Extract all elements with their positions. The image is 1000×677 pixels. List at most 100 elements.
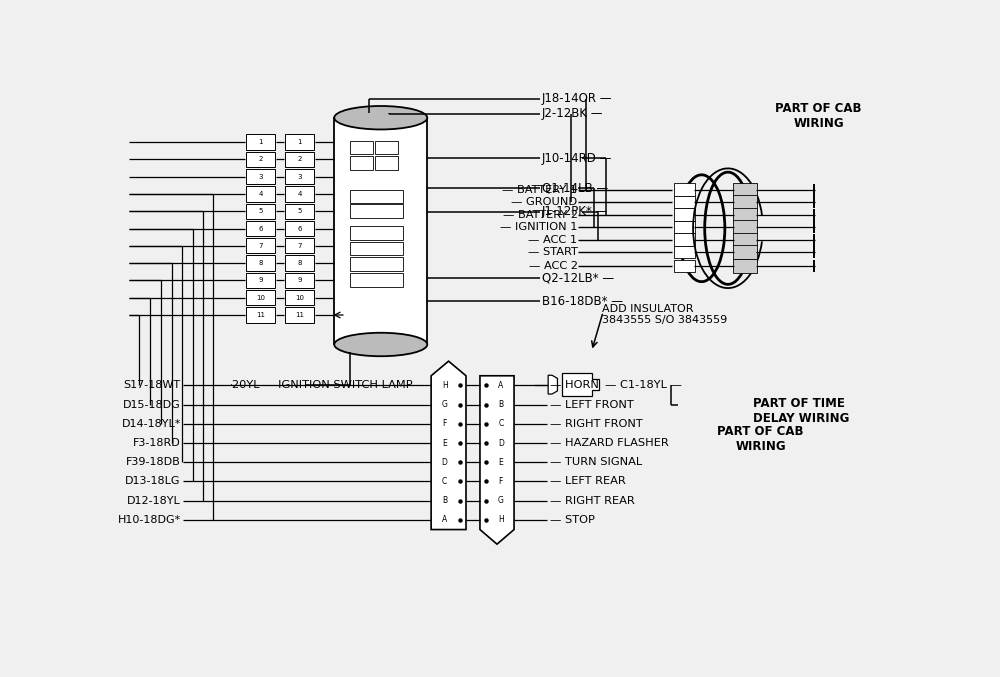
Text: — HAZARD FLASHER: — HAZARD FLASHER (550, 438, 668, 448)
Text: J10-14RD —: J10-14RD — (542, 152, 612, 165)
FancyBboxPatch shape (334, 118, 427, 345)
FancyBboxPatch shape (246, 135, 275, 150)
FancyBboxPatch shape (674, 259, 695, 272)
Text: — HORN: — HORN (550, 380, 599, 391)
FancyBboxPatch shape (285, 152, 314, 167)
Text: B16-18DB* —: B16-18DB* — (542, 294, 623, 308)
Text: 3: 3 (297, 173, 302, 179)
Text: 8: 8 (258, 260, 263, 266)
Polygon shape (431, 361, 466, 529)
FancyBboxPatch shape (674, 221, 695, 234)
FancyBboxPatch shape (733, 196, 757, 209)
FancyBboxPatch shape (733, 183, 757, 196)
Text: F: F (499, 477, 503, 486)
Text: 11: 11 (256, 312, 265, 318)
PathPatch shape (562, 373, 599, 396)
FancyBboxPatch shape (674, 234, 695, 246)
Text: — BATTERY 1: — BATTERY 1 (502, 185, 578, 195)
FancyBboxPatch shape (674, 183, 695, 196)
Text: — GROUND: — GROUND (511, 197, 578, 207)
FancyBboxPatch shape (733, 208, 757, 221)
FancyBboxPatch shape (246, 169, 275, 184)
Text: G: G (442, 400, 448, 409)
Text: PART OF TIME
DELAY WIRING: PART OF TIME DELAY WIRING (753, 397, 849, 424)
Text: H10-18DG*: H10-18DG* (118, 515, 181, 525)
FancyBboxPatch shape (246, 238, 275, 253)
Text: 1: 1 (258, 139, 263, 145)
Text: — RIGHT FRONT: — RIGHT FRONT (550, 419, 642, 429)
FancyBboxPatch shape (285, 204, 314, 219)
Text: D12-18YL: D12-18YL (127, 496, 181, 506)
Text: 10: 10 (256, 294, 265, 301)
Text: 7: 7 (258, 243, 263, 249)
Text: 10: 10 (295, 294, 304, 301)
Text: D: D (442, 458, 448, 466)
Text: 4: 4 (297, 191, 302, 197)
Text: — ACC 1: — ACC 1 (528, 235, 578, 244)
Text: E: E (498, 458, 503, 466)
Text: — STOP: — STOP (550, 515, 595, 525)
Text: F: F (442, 419, 447, 429)
Text: — C1-18YL —: — C1-18YL — (605, 380, 682, 390)
Text: 2: 2 (258, 156, 263, 162)
Text: — START: — START (528, 247, 578, 257)
Text: 7: 7 (297, 243, 302, 249)
Text: Q2-12LB* —: Q2-12LB* — (542, 271, 614, 285)
FancyBboxPatch shape (285, 255, 314, 271)
FancyBboxPatch shape (350, 242, 403, 255)
Text: — LEFT FRONT: — LEFT FRONT (550, 399, 633, 410)
Text: — ACC 2: — ACC 2 (529, 261, 578, 271)
Text: D14-18YL*: D14-18YL* (121, 419, 181, 429)
Text: — RIGHT REAR: — RIGHT REAR (550, 496, 634, 506)
Polygon shape (480, 376, 514, 544)
Text: G: G (498, 496, 504, 505)
FancyBboxPatch shape (246, 255, 275, 271)
FancyBboxPatch shape (350, 141, 373, 154)
Text: J2-12BK —: J2-12BK — (542, 107, 603, 120)
FancyBboxPatch shape (350, 156, 373, 170)
FancyBboxPatch shape (375, 156, 398, 170)
Text: 9: 9 (258, 278, 263, 284)
Text: F3-18RD: F3-18RD (133, 438, 181, 448)
Text: 6: 6 (258, 225, 263, 232)
Text: 5: 5 (258, 209, 263, 214)
Text: A: A (442, 515, 447, 525)
FancyBboxPatch shape (246, 290, 275, 305)
FancyBboxPatch shape (285, 238, 314, 253)
Text: 20YL — IGNITION SWITCH LAMP —: 20YL — IGNITION SWITCH LAMP — (232, 380, 428, 390)
FancyBboxPatch shape (674, 196, 695, 209)
Text: H: H (498, 515, 504, 525)
FancyBboxPatch shape (350, 226, 403, 240)
Text: S17-18WT: S17-18WT (124, 380, 181, 391)
FancyBboxPatch shape (246, 307, 275, 323)
Text: 11: 11 (295, 312, 304, 318)
Text: Q1-14LB —: Q1-14LB — (542, 181, 608, 194)
Text: 9: 9 (297, 278, 302, 284)
FancyBboxPatch shape (375, 141, 398, 154)
FancyBboxPatch shape (285, 169, 314, 184)
FancyBboxPatch shape (350, 273, 403, 286)
Text: 6: 6 (297, 225, 302, 232)
FancyBboxPatch shape (285, 186, 314, 202)
FancyBboxPatch shape (246, 273, 275, 288)
Text: E: E (442, 439, 447, 447)
FancyBboxPatch shape (246, 221, 275, 236)
Text: ADD INSULATOR
3843555 S/O 3843559: ADD INSULATOR 3843555 S/O 3843559 (602, 304, 727, 326)
Text: PART OF CAB
WIRING: PART OF CAB WIRING (775, 102, 862, 130)
Text: — LEFT REAR: — LEFT REAR (550, 477, 625, 487)
Text: 2: 2 (297, 156, 302, 162)
FancyBboxPatch shape (674, 246, 695, 259)
FancyBboxPatch shape (285, 307, 314, 323)
Text: — IGNITION 1: — IGNITION 1 (500, 222, 578, 232)
Text: 1: 1 (297, 139, 302, 145)
FancyBboxPatch shape (246, 204, 275, 219)
FancyBboxPatch shape (246, 186, 275, 202)
FancyBboxPatch shape (285, 290, 314, 305)
Text: C: C (442, 477, 447, 486)
Text: 4: 4 (258, 191, 263, 197)
Text: PART OF CAB
WIRING: PART OF CAB WIRING (717, 425, 804, 454)
FancyBboxPatch shape (733, 246, 757, 259)
PathPatch shape (548, 375, 557, 394)
FancyBboxPatch shape (285, 273, 314, 288)
FancyBboxPatch shape (733, 233, 757, 246)
